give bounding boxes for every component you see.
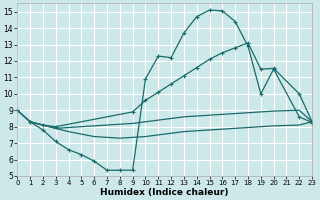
X-axis label: Humidex (Indice chaleur): Humidex (Indice chaleur) [100, 188, 229, 197]
